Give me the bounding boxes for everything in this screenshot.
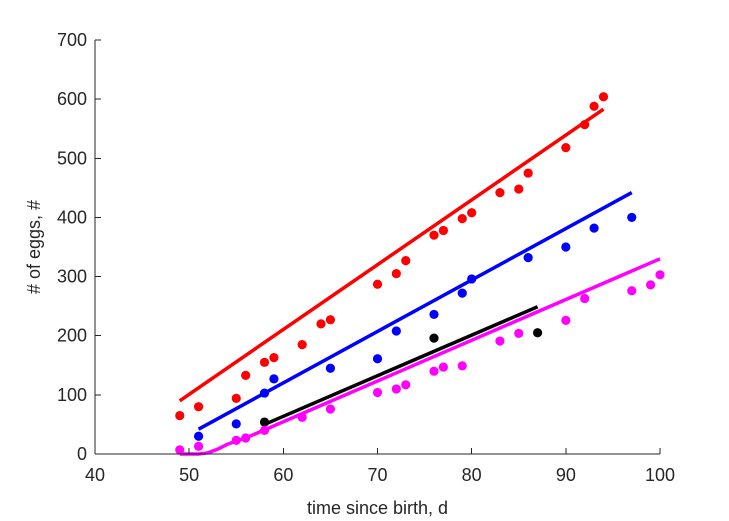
y-axis-ticks: 0 100 200 300 400 500 600 700 [57, 30, 101, 464]
fit-line [178, 107, 605, 403]
data-point [269, 353, 279, 363]
data-point [259, 388, 270, 398]
x-tick-label: 70 [367, 465, 387, 485]
axes: 40 50 60 70 80 90 100 0 100 200 300 400 500 600 700 [57, 30, 675, 485]
y-axis-label: # of eggs, # [24, 200, 44, 294]
data-point [467, 208, 477, 218]
data-point [580, 119, 590, 130]
data-point [514, 184, 524, 194]
y-tick-label: 500 [57, 148, 87, 168]
y-tick-label: 200 [57, 326, 87, 346]
data-points [175, 92, 665, 455]
y-tick-label: 100 [57, 385, 87, 405]
data-point [259, 425, 270, 435]
data-point [241, 433, 251, 443]
x-tick-label: 80 [462, 465, 482, 485]
data-point [495, 336, 505, 346]
data-point [429, 333, 439, 343]
data-point [391, 384, 401, 394]
data-point [231, 393, 241, 404]
data-point [372, 354, 383, 364]
data-point [316, 319, 326, 329]
data-point [467, 274, 477, 284]
y-tick-label: 300 [57, 267, 87, 287]
data-point [325, 315, 336, 325]
data-point [457, 288, 467, 298]
data-point [259, 417, 270, 427]
data-point [438, 362, 449, 372]
data-point [175, 445, 185, 455]
data-point [297, 339, 307, 350]
data-point [514, 328, 524, 338]
data-point [589, 223, 599, 233]
data-point [457, 214, 467, 224]
data-point [627, 212, 637, 223]
x-tick-label: 50 [179, 465, 199, 485]
x-tick-label: 40 [85, 465, 105, 485]
data-point [429, 230, 439, 240]
data-point [532, 328, 543, 338]
data-point [627, 286, 637, 296]
data-point [391, 269, 401, 279]
data-point [269, 374, 279, 384]
data-point [193, 431, 204, 441]
fit-line [197, 191, 633, 431]
data-point [457, 361, 467, 371]
data-point [561, 315, 571, 325]
x-axis-label: time since birth, d [307, 498, 448, 518]
data-point [645, 280, 656, 290]
data-point [401, 380, 411, 390]
data-point [495, 187, 505, 198]
data-point [598, 92, 609, 102]
data-point [193, 441, 204, 451]
x-tick-label: 90 [556, 465, 576, 485]
data-point [325, 363, 336, 373]
data-point [175, 410, 185, 421]
data-point [438, 225, 449, 236]
x-tick-label: 60 [273, 465, 293, 485]
data-point [259, 357, 270, 367]
data-point [401, 256, 411, 266]
data-point [231, 419, 241, 429]
data-point [655, 270, 665, 280]
data-point [429, 366, 439, 376]
data-point [580, 293, 590, 304]
y-tick-label: 400 [57, 207, 87, 227]
y-tick-label: 700 [57, 30, 87, 50]
x-tick-label: 100 [645, 465, 675, 485]
data-point [193, 402, 204, 412]
data-point [391, 326, 401, 336]
data-point [372, 387, 383, 398]
data-point [561, 143, 571, 153]
y-tick-label: 600 [57, 89, 87, 109]
data-point [241, 370, 251, 380]
data-point [297, 412, 307, 422]
fit-lines [178, 107, 661, 456]
fit-line [263, 305, 539, 427]
data-point [589, 101, 599, 111]
data-point [325, 404, 336, 414]
x-axis-ticks: 40 50 60 70 80 90 100 [85, 448, 675, 485]
data-point [429, 309, 439, 320]
y-tick-label: 0 [77, 444, 87, 464]
data-point [523, 253, 533, 263]
data-point [561, 242, 571, 252]
data-point [372, 279, 383, 289]
data-point [231, 435, 241, 445]
data-point [523, 168, 533, 178]
